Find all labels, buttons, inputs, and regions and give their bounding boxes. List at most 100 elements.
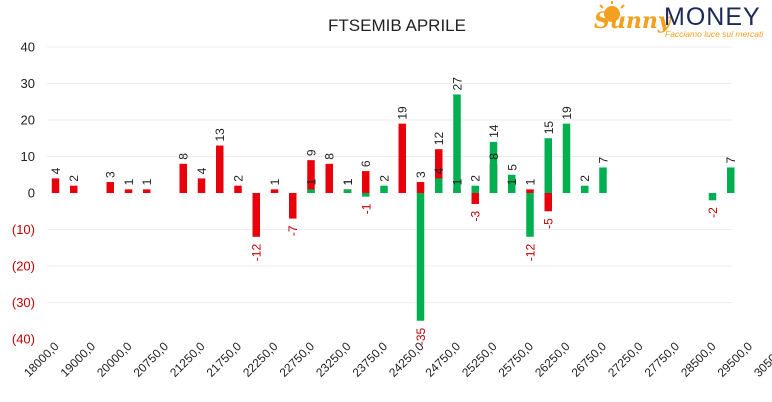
x-tick-label: 21250,0	[167, 339, 208, 380]
data-label: 1	[268, 178, 282, 185]
bar-red	[179, 163, 187, 193]
data-label: 1	[341, 178, 355, 185]
logo-brand-sunny: Sunny	[594, 8, 673, 34]
bar-red	[526, 189, 534, 193]
data-label: 3	[104, 171, 118, 178]
bar-red	[307, 160, 315, 193]
bar-red	[270, 189, 279, 193]
data-label: 4	[195, 167, 209, 174]
bar-red	[416, 182, 425, 193]
x-tick-label: 22750,0	[277, 339, 318, 380]
bar-green	[508, 174, 516, 193]
chart-title: FTSEMIB APRILE	[328, 16, 466, 35]
bar-red	[143, 189, 151, 193]
data-label: 14	[487, 124, 501, 138]
y-tick-label: (20)	[12, 259, 35, 274]
bar-red	[435, 149, 443, 193]
data-label: -12	[524, 244, 538, 262]
x-tick-label: 23750,0	[350, 339, 391, 380]
data-label: 1	[505, 178, 519, 185]
x-tick-label: 26750,0	[569, 339, 610, 380]
bar-red	[234, 185, 242, 193]
data-label: 7	[724, 156, 738, 163]
x-tick-label: 30500,0	[751, 339, 772, 380]
bar-red	[216, 145, 224, 193]
logo-brand-money: MONEY	[664, 3, 761, 31]
data-label: 7	[597, 156, 611, 163]
data-label: -7	[286, 225, 300, 236]
data-label: -2	[706, 207, 720, 218]
data-label: 1	[305, 178, 319, 185]
bar-green	[453, 94, 461, 193]
data-label: 8	[323, 153, 337, 160]
data-label: 1	[140, 178, 154, 185]
bar-green	[544, 138, 552, 193]
x-tick-label: 25750,0	[496, 339, 537, 380]
data-label: 15	[542, 121, 556, 135]
data-label: 27	[451, 77, 465, 91]
bar-green	[471, 185, 479, 193]
bar-green	[599, 167, 607, 193]
data-label: 1	[341, 178, 355, 185]
data-label: 4	[432, 167, 446, 174]
data-label: 2	[469, 175, 483, 182]
data-label: 1	[451, 178, 465, 185]
bar-red	[124, 189, 133, 193]
data-label: -35	[414, 327, 428, 345]
y-axis: 40 30 20 10 0 (10) (20) (30) (40)	[12, 40, 35, 347]
bar-red	[252, 193, 260, 237]
bar-green	[526, 193, 534, 237]
bar-green	[435, 178, 443, 193]
bar-red	[289, 193, 297, 219]
data-label: -1	[359, 203, 373, 214]
y-tick-label: (40)	[12, 332, 35, 347]
bar-green	[489, 141, 498, 193]
bars	[51, 94, 735, 321]
y-tick-label: 20	[21, 113, 35, 128]
data-label: 2	[232, 175, 246, 182]
x-tick-label: 19000,0	[58, 339, 99, 380]
data-label: 1	[122, 178, 136, 185]
x-tick-label: 20750,0	[131, 339, 172, 380]
y-tick-label: 0	[28, 186, 35, 201]
y-tick-label: (30)	[12, 295, 35, 310]
data-label: -12	[250, 244, 264, 262]
x-tick-label: 20000,0	[94, 339, 135, 380]
x-tick-label: 25250,0	[459, 339, 500, 380]
data-label: 6	[359, 160, 373, 167]
data-label: 8	[177, 153, 191, 160]
logo: Sunny MONEY Facciamo luce sui mercati	[594, 1, 764, 39]
data-label: 1	[524, 178, 538, 185]
bar-red	[398, 123, 406, 193]
data-label: -3	[469, 211, 483, 222]
x-tick-label: 23250,0	[313, 339, 354, 380]
data-label: 4	[49, 167, 63, 174]
data-label: -5	[542, 218, 556, 229]
y-tick-label: 30	[21, 76, 35, 91]
bar-red	[106, 182, 114, 193]
bar-green	[416, 193, 425, 321]
x-tick-label: 24750,0	[423, 339, 464, 380]
bar-red	[471, 193, 479, 204]
bar-red	[197, 178, 206, 193]
bar-red	[325, 163, 333, 193]
bar-red	[51, 178, 60, 193]
x-tick-label: 26250,0	[532, 339, 573, 380]
bar-red	[70, 185, 78, 193]
bar-green	[343, 189, 352, 193]
x-tick-label: 22250,0	[240, 339, 281, 380]
bar-green	[307, 189, 315, 193]
bar-red	[544, 193, 552, 212]
x-tick-label: 29500,0	[715, 339, 756, 380]
y-tick-label: (10)	[12, 222, 35, 237]
x-tick-label: 28500,0	[678, 339, 719, 380]
data-label: 2	[578, 175, 592, 182]
data-label: 5	[505, 164, 519, 171]
bar-green	[581, 185, 589, 193]
bar-green	[562, 123, 571, 193]
x-tick-label: 21750,0	[204, 339, 245, 380]
y-tick-label: 10	[21, 149, 35, 164]
bar-red	[362, 171, 370, 193]
